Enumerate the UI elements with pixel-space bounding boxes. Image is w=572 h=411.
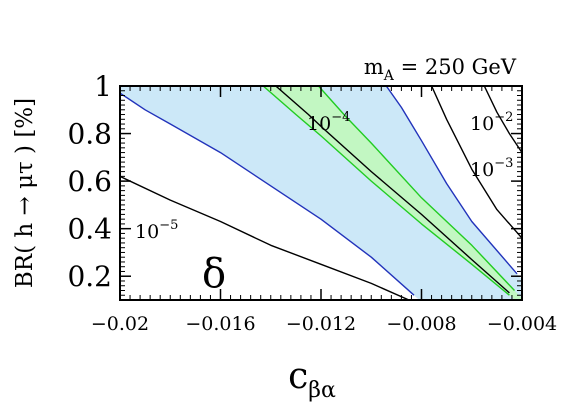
label-1e-5-exp: −5 xyxy=(159,218,178,233)
curve-black-6 xyxy=(430,86,522,239)
y-tick-label: 0.4 xyxy=(67,213,112,246)
curves-layer xyxy=(120,86,522,300)
y-tick-label: 0.6 xyxy=(67,165,112,198)
label-1e-4-base: 10 xyxy=(307,113,331,135)
label-1e-3-base: 10 xyxy=(470,159,494,181)
curve-black-3 xyxy=(275,86,510,294)
curve-black-7 xyxy=(483,86,522,153)
x-tick-label: −0.008 xyxy=(386,313,456,335)
y-tick-label: 0.8 xyxy=(67,118,112,151)
panel-label: δ xyxy=(202,251,226,297)
curve-green-2 xyxy=(262,86,510,296)
x-axis-label-sub: βα xyxy=(308,378,336,403)
label-1e-5-base: 10 xyxy=(135,221,159,243)
label-1e-4: 10−4 xyxy=(307,110,350,135)
tick-labels-layer: −0.02 −0.016 −0.012 −0.008 −0.004 0.2 0.4 0.6 0.… xyxy=(67,70,557,335)
label-1e-3-exp: −3 xyxy=(494,156,513,171)
plot-frame xyxy=(119,85,523,301)
curve-green-4 xyxy=(317,86,516,291)
y-axis-label: BR( h → μτ ) [%] xyxy=(12,98,38,288)
curve-blue-1 xyxy=(120,92,415,296)
chart-title-rest: = 250 GeV xyxy=(394,55,517,79)
band-blue xyxy=(120,86,522,300)
label-1e-3: 10−3 xyxy=(470,156,513,181)
x-axis-label: cβα xyxy=(288,356,336,403)
label-1e-5: 10−5 xyxy=(135,218,178,243)
y-tick-label: 1 xyxy=(94,70,112,103)
label-1e-4-exp: −4 xyxy=(331,110,350,125)
x-tick-label: −0.016 xyxy=(185,313,255,335)
curve-blue-5 xyxy=(385,86,518,275)
x-tick-label: −0.02 xyxy=(91,313,149,335)
label-1e-2: 10−2 xyxy=(470,110,513,135)
x-axis-label-main: c xyxy=(288,356,308,397)
chart-title-sub: A xyxy=(383,68,395,84)
x-tick-label: −0.004 xyxy=(487,313,557,335)
curve-black-0 xyxy=(120,175,410,300)
chart-title: mA = 250 GeV xyxy=(364,55,517,84)
label-1e-2-base: 10 xyxy=(470,113,494,135)
y-tick-label: 0.2 xyxy=(67,260,112,293)
chart-title-main: m xyxy=(364,55,384,79)
x-tick-label: −0.012 xyxy=(286,313,356,335)
label-1e-2-exp: −2 xyxy=(494,110,513,125)
